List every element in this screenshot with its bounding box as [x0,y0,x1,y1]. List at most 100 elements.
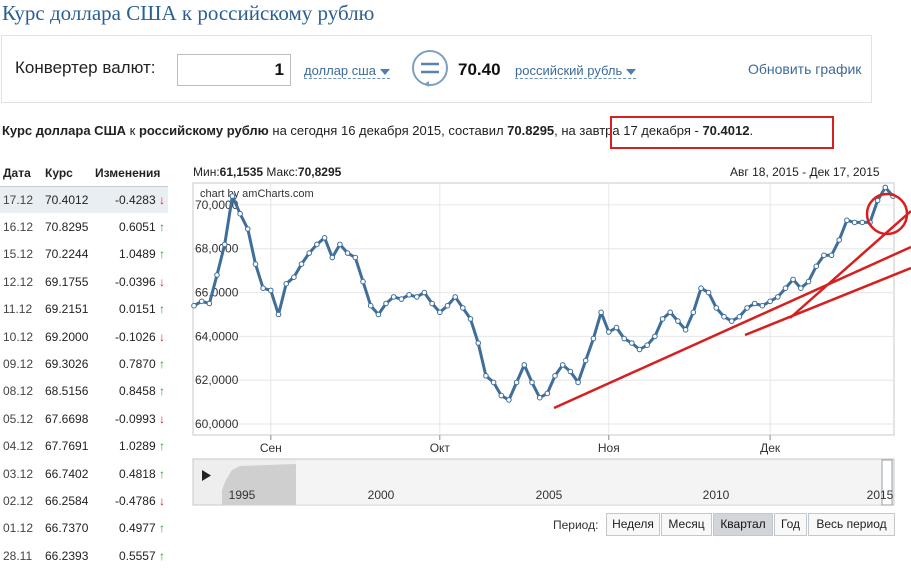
navigator-selection-handle[interactable] [881,459,893,506]
data-point [759,302,766,309]
data-point [813,263,820,270]
row-date: 03.12 [3,466,34,481]
data-point [805,278,812,285]
data-point [698,285,704,292]
data-point [375,311,382,318]
data-point [851,219,858,226]
trend-line-annotation [744,266,911,337]
data-point [513,379,520,386]
period-button[interactable]: Квартал [713,513,773,536]
data-point [214,272,220,278]
data-point [498,392,505,399]
table-row: 02.12 66.2584 -0.4786 ↓ [0,487,168,514]
row-date: 11.12 [3,302,33,317]
arrow-down-icon: ↓ [159,493,165,508]
table-header: Дата Курс Изменения [0,160,168,187]
summary-end: . [749,123,754,138]
row-date: 04.12 [3,439,34,454]
data-point [544,390,551,397]
data-point [782,285,789,292]
to-currency-select[interactable]: российский рубль [515,63,637,79]
data-point [767,298,773,305]
arrow-up-icon: ↑ [159,439,165,454]
from-currency-select[interactable]: доллар сша [304,63,390,79]
data-point [260,285,266,292]
col-header-rate: Курс [42,160,92,187]
row-rate: 66.7402 [45,466,89,481]
data-point [721,313,727,320]
data-point [421,289,428,296]
max-label: Макс: [263,165,298,179]
data-point [475,340,482,346]
row-date: 16.12 [3,220,34,235]
play-icon[interactable] [202,470,211,481]
table-row: 16.12 70.8295 0.6051 ↑ [0,213,168,240]
data-point [268,287,274,294]
arrow-down-icon: ↓ [159,329,165,344]
summary-currency-to: российскому рублю [138,123,269,138]
row-change-value: 0.0151 [118,302,156,317]
row-change-value: 0.7870 [118,357,156,372]
row-date: 28.11 [3,548,33,563]
min-label: Мин: [193,165,220,179]
data-point [652,333,658,340]
data-point [629,340,635,346]
table-row: 04.12 67.7691 1.0289 ↑ [0,433,168,460]
row-change: -0.0396 ↓ [92,268,168,295]
row-date: 09.12 [3,357,34,372]
converter-label: Конвертер валют: [15,58,156,77]
data-point [705,289,712,296]
period-button[interactable]: Весь период [808,513,895,536]
row-rate: 69.2151 [45,302,89,317]
data-point [460,305,466,311]
table-row: 15.12 70.2244 1.0489 ↑ [0,241,168,268]
data-point [575,379,581,386]
data-point [582,357,589,364]
table-row: 08.12 68.5156 0.8458 ↑ [0,378,168,405]
navigator-bar[interactable] [192,458,895,506]
chart-min-max: Мин:61,1535 Макс:70,8295 [193,165,341,179]
data-point [490,379,497,386]
row-change: 0.8458 ↑ [92,378,168,405]
amount-input[interactable] [177,54,291,86]
chart-credit: chart by amCharts.com [200,188,314,200]
chevron-down-icon [626,68,637,75]
swap-currencies-icon[interactable] [410,48,450,90]
refresh-chart-link[interactable]: Обновить график [748,61,862,77]
arrow-up-icon: ↑ [159,548,165,563]
data-point [275,311,282,318]
data-point [736,313,743,320]
data-point [636,346,643,353]
period-button[interactable]: Год [774,513,807,536]
data-point [529,379,535,386]
data-point [613,324,620,331]
period-button[interactable]: Неделя [606,513,660,536]
data-point [252,261,259,267]
period-button[interactable]: Месяц [661,513,712,536]
row-change-value: 0.6051 [118,220,156,235]
table-row: 05.12 67.6698 -0.0993 ↓ [0,405,168,432]
data-point [444,302,451,309]
y-tick-label: 66,0000 [195,286,239,300]
conversion-result: 70.40 [458,60,501,79]
page-title: Курс доллара США к российскому рублю [2,1,375,25]
data-point [821,252,827,259]
arrow-up-icon: ↑ [159,466,165,481]
data-point [728,318,735,324]
data-point [221,241,228,248]
data-point [283,281,290,287]
data-point [882,184,889,191]
min-value: 61,1535 [219,165,264,179]
x-tick-label: Дек [760,441,781,455]
data-point [590,335,597,342]
rate-summary: Курс доллара США к российскому рублю на … [2,123,753,138]
table-row: 28.11 66.2393 0.5557 ↑ [0,542,168,569]
data-point [790,276,796,283]
arrow-up-icon: ↑ [159,220,165,235]
y-tick-label: 64,0000 [195,329,239,343]
y-tick-label: 62,0000 [195,373,239,387]
rates-table: Дата Курс Изменения 17.12 70.4012 -0.4283 … [0,160,168,569]
data-point [206,300,213,307]
trend-line-annotation [553,245,911,410]
col-header-date: Дата [0,160,42,187]
